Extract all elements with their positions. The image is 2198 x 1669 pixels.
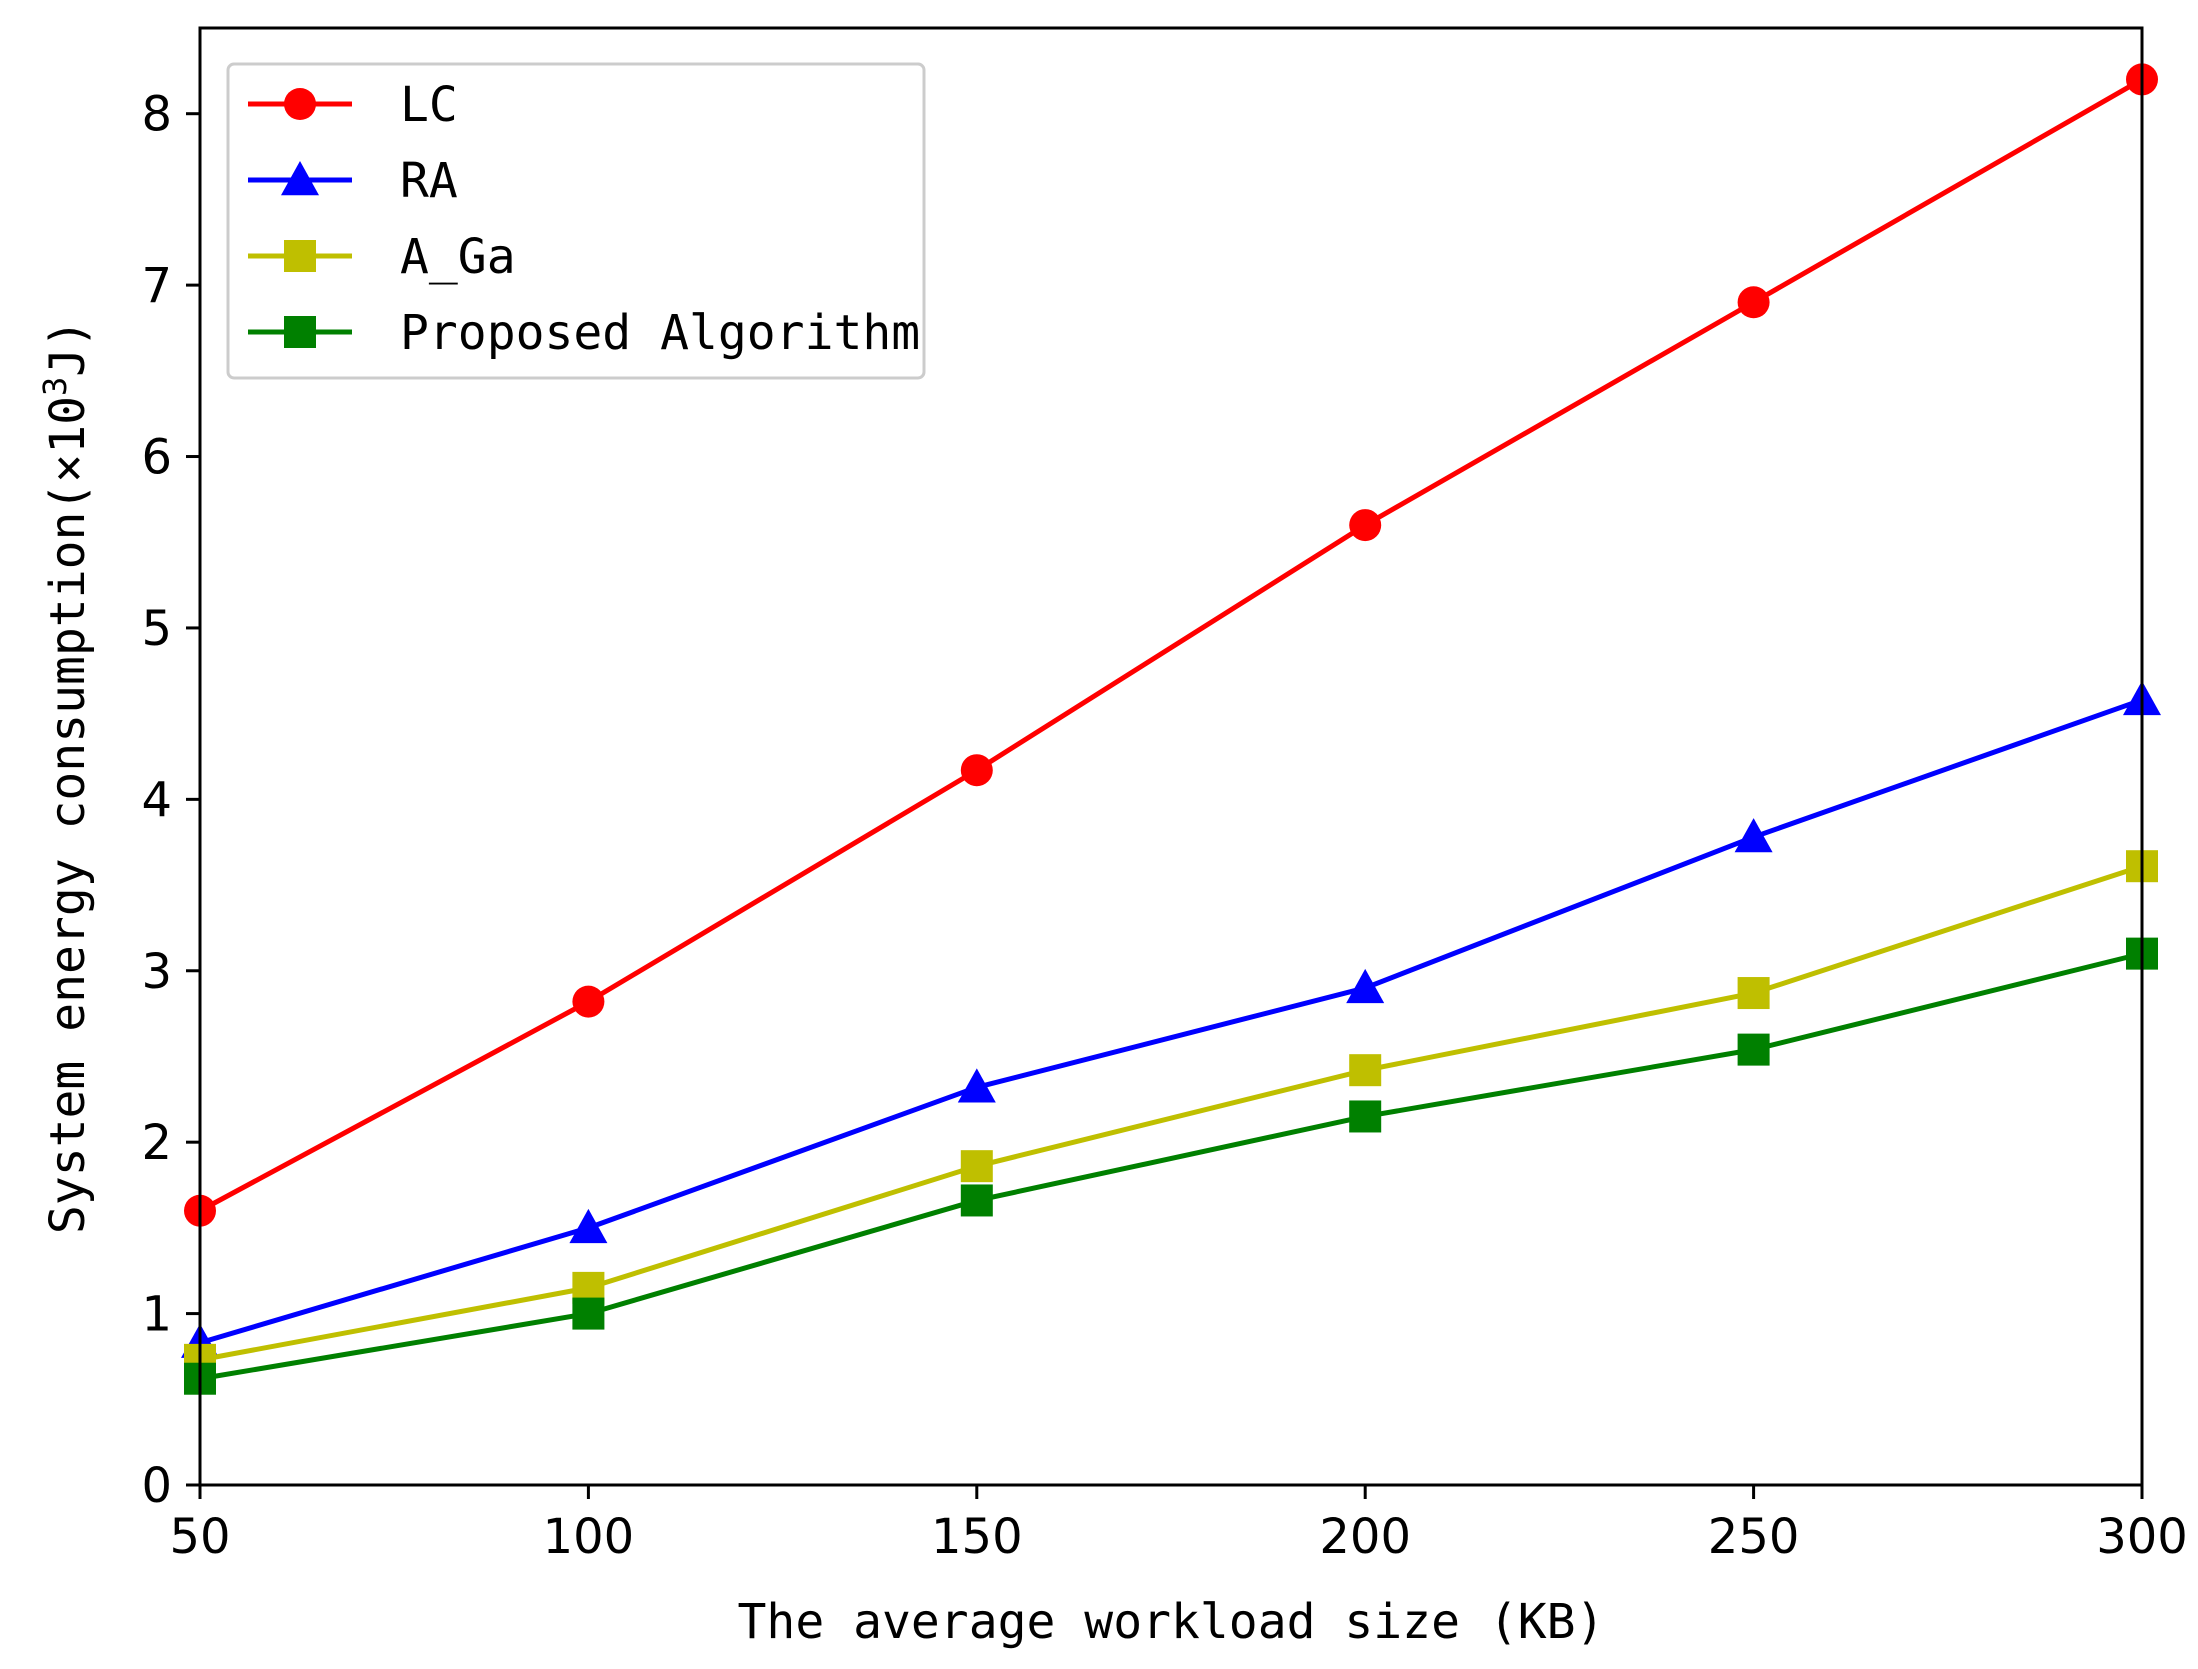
data-point-s0-1 — [572, 985, 605, 1018]
y-tick-label-7: 7 — [141, 258, 172, 314]
y-tick-label-5: 5 — [141, 601, 172, 657]
x-tick-label-100: 100 — [543, 1509, 635, 1565]
data-point-s1-3 — [1346, 968, 1385, 1004]
y-tick-label-6: 6 — [141, 430, 172, 486]
legend-label-1: RA — [400, 153, 458, 209]
legend-marker-3 — [284, 316, 316, 348]
legend-item-0: LC — [248, 77, 458, 133]
legend-item-3: Proposed Algorithm — [248, 305, 920, 361]
data-point-s1-4 — [1734, 818, 1773, 853]
plot-frame — [198, 26, 2144, 1487]
axes: 50 100 150 200 250 300 0 1 2 3 4 5 6 7 8 — [141, 87, 2187, 1565]
series-line-0 — [198, 77, 2144, 1213]
x-tick-label-50: 50 — [169, 1509, 230, 1565]
data-point-s2-3 — [1349, 1054, 1382, 1087]
legend-marker-1 — [281, 161, 319, 196]
y-tick-label-4: 4 — [141, 772, 172, 828]
legend-item-2: A_Ga — [248, 229, 516, 285]
data-point-s1-1 — [569, 1208, 608, 1244]
data-point-s0-4 — [1737, 286, 1770, 319]
series-1 — [181, 680, 2161, 1358]
x-tick-label-300: 300 — [2096, 1509, 2188, 1565]
legend: LC RA A_Ga Proposed Algorithm — [226, 62, 926, 380]
series-line-1 — [199, 697, 2143, 1346]
x-tick-label-150: 150 — [931, 1509, 1023, 1565]
y-tick-label-2: 2 — [141, 1115, 172, 1171]
legend-marker-0 — [284, 88, 316, 120]
series-line-3 — [199, 951, 2143, 1382]
y-axis-title-exponent: 3 — [36, 377, 74, 396]
x-tick-label-250: 250 — [1708, 1509, 1800, 1565]
legend-label-0: LC — [400, 77, 458, 133]
data-point-s1-2 — [957, 1068, 996, 1103]
legend-label-2: A_Ga — [400, 229, 516, 285]
legend-label-3: Proposed Algorithm — [400, 305, 920, 361]
legend-box — [226, 62, 926, 380]
y-tick-label-3: 3 — [141, 944, 172, 1000]
series-3 — [184, 937, 2158, 1395]
data-point-s2-2 — [960, 1150, 993, 1183]
y-axis-title-main: System energy consumption(×10 — [40, 396, 96, 1234]
data-point-s3-2 — [960, 1184, 993, 1217]
data-point-s2-4 — [1737, 977, 1770, 1010]
x-axis-title: The average workload size (KB) — [738, 1594, 1605, 1650]
data-point-s3-4 — [1737, 1033, 1770, 1066]
y-tick-label-0: 0 — [141, 1458, 172, 1514]
series-2 — [184, 850, 2158, 1376]
y-axis-title: System energy consumption(×103J) — [36, 319, 96, 1234]
y-tick-label-1: 1 — [141, 1287, 172, 1343]
data-point-s0-2 — [960, 754, 993, 787]
y-axis-title-unit: J) — [40, 319, 96, 377]
x-tick-label-200: 200 — [1319, 1509, 1411, 1565]
data-point-s0-3 — [1349, 509, 1382, 542]
series-layer — [181, 63, 2161, 1395]
legend-marker-2 — [284, 240, 316, 272]
data-point-s3-1 — [572, 1297, 605, 1330]
series-line-2 — [199, 863, 2143, 1363]
data-point-s3-3 — [1349, 1100, 1382, 1133]
y-tick-label-8: 8 — [141, 87, 172, 143]
legend-item-1: RA — [248, 153, 458, 209]
